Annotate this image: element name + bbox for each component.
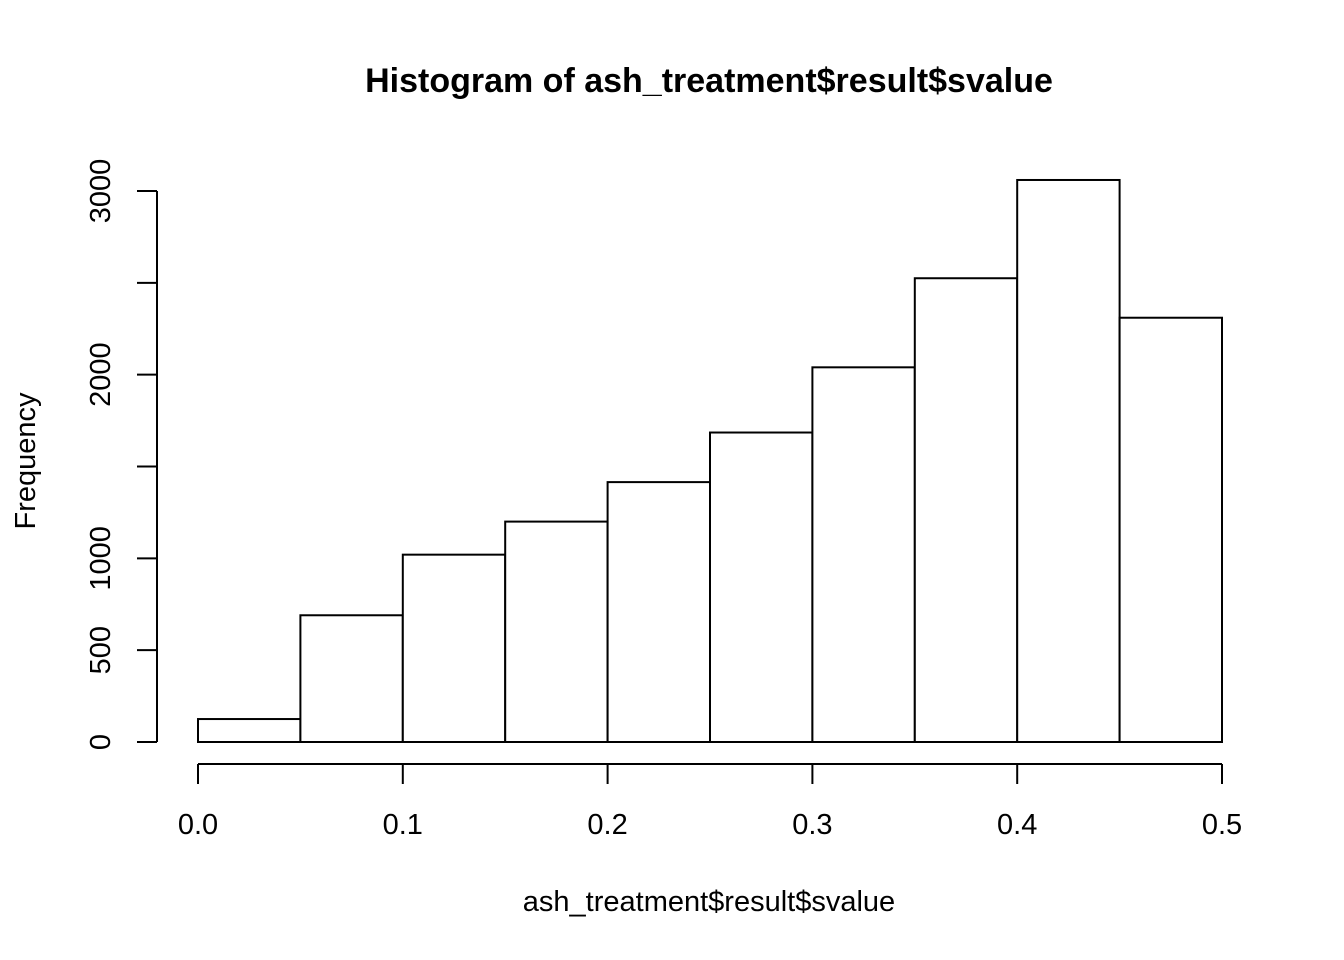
y-tick-label: 3000 bbox=[85, 159, 117, 224]
histogram-bar-6 bbox=[709, 431, 814, 743]
histogram-bar-8 bbox=[913, 277, 1019, 743]
x-axis-label: ash_treatment$result$svalue bbox=[523, 886, 895, 918]
histogram-bar-2 bbox=[299, 614, 404, 744]
x-tick-label: 0.0 bbox=[178, 809, 218, 841]
histogram-bars bbox=[197, 178, 1223, 744]
histogram-bar-10 bbox=[1118, 316, 1223, 743]
y-tick-label: 1000 bbox=[85, 526, 117, 591]
y-axis-label: Frequency bbox=[10, 392, 42, 530]
histogram-bar-1 bbox=[197, 718, 302, 744]
y-axis: 0 500 1000 2000 3000 bbox=[85, 159, 158, 750]
x-tick-label: 0.1 bbox=[383, 809, 423, 841]
x-tick-label: 0.2 bbox=[587, 809, 627, 841]
histogram-bar-9 bbox=[1016, 178, 1121, 744]
histogram-bar-4 bbox=[504, 520, 609, 743]
y-tick-label: 500 bbox=[85, 626, 117, 674]
histogram-bar-5 bbox=[606, 481, 711, 743]
x-tick-label: 0.3 bbox=[792, 809, 832, 841]
x-tick-label: 0.5 bbox=[1202, 809, 1242, 841]
y-tick-label: 2000 bbox=[85, 342, 117, 407]
histogram-bar-3 bbox=[401, 553, 507, 743]
x-axis: 0.0 0.1 0.2 0.3 0.4 0.5 bbox=[178, 763, 1242, 841]
histogram-bar-7 bbox=[811, 366, 916, 743]
x-tick-label: 0.4 bbox=[997, 809, 1037, 841]
y-tick-label: 0 bbox=[85, 734, 117, 750]
chart-title: Histogram of ash_treatment$result$svalue bbox=[365, 62, 1053, 100]
